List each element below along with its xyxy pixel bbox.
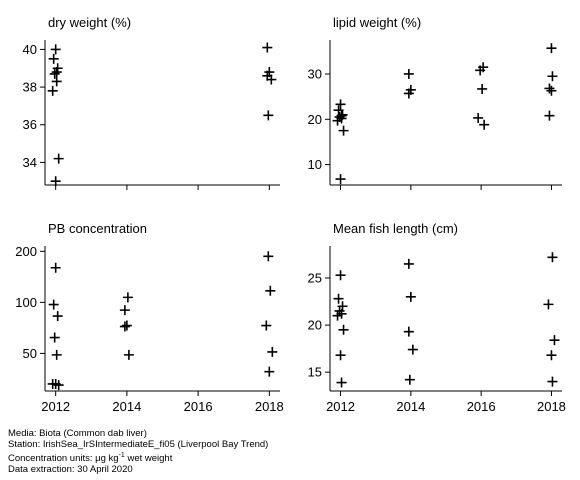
footer-media: Media: Biota (Common dab liver) <box>8 428 147 439</box>
data-point <box>335 99 346 110</box>
y-tick-label: 10 <box>308 157 322 172</box>
x-tick-label: 2014 <box>396 399 425 414</box>
x-tick-label: 2018 <box>255 399 284 414</box>
y-tick-label: 40 <box>23 42 37 57</box>
x-tick-label: 2016 <box>467 399 496 414</box>
panel-2: lipid weight (%) 10 20 30 <box>308 15 562 190</box>
chart-footer: Media: Biota (Common dab liver) Station:… <box>8 428 268 475</box>
y-tick-label: 100 <box>15 295 37 310</box>
y-tick-label: 38 <box>23 80 37 95</box>
y-tick-label: 200 <box>15 244 37 259</box>
data-point <box>547 376 558 387</box>
data-point <box>547 252 558 263</box>
data-point <box>49 332 60 343</box>
data-point <box>475 65 486 76</box>
data-point <box>266 74 277 85</box>
x-tick-label: 2012 <box>41 399 70 414</box>
y-tick-label: 15 <box>308 365 322 380</box>
footer-units: Concentration units: μg kg-1 wet weight <box>8 450 268 464</box>
data-point <box>333 293 344 304</box>
data-point <box>473 112 484 123</box>
data-point <box>405 291 416 302</box>
data-point <box>50 176 61 187</box>
panel-3: PB concentration 50 100 200 2012 2014 2016 2018 <box>15 221 283 414</box>
data-point <box>403 68 414 79</box>
y-tick-label: 30 <box>308 66 322 81</box>
y-tick-label: 50 <box>23 346 37 361</box>
y-tick-label: 36 <box>23 117 37 132</box>
data-point <box>51 349 62 360</box>
data-point <box>265 285 276 296</box>
data-point <box>123 349 134 360</box>
footer-station: Station: IrishSea_IrSIntermediateE_fi05 … <box>8 439 269 450</box>
data-point <box>407 344 418 355</box>
data-point <box>263 110 274 121</box>
footer-extraction: Data extraction: 30 April 2020 <box>8 464 133 476</box>
data-point <box>403 326 414 337</box>
data-point <box>335 350 346 361</box>
data-point <box>47 85 58 96</box>
data-point <box>122 292 133 303</box>
data-point <box>51 76 62 87</box>
data-point <box>336 110 347 121</box>
data-point <box>479 119 490 130</box>
footer-units-suffix: wet weight <box>124 453 173 465</box>
x-tick-label: 2016 <box>184 399 213 414</box>
data-point <box>546 43 557 54</box>
data-point <box>332 310 343 321</box>
data-point <box>544 110 555 121</box>
footer-units-prefix: Concentration units: μg kg <box>8 453 119 465</box>
data-point <box>546 85 557 96</box>
x-tick-label: 2012 <box>326 399 355 414</box>
data-point <box>338 324 349 335</box>
data-point <box>50 378 61 389</box>
data-point <box>543 299 554 310</box>
x-tick-label: 2014 <box>112 399 141 414</box>
y-tick-label: 20 <box>308 112 322 127</box>
y-tick-label: 20 <box>308 318 322 333</box>
data-point <box>264 366 275 377</box>
data-point <box>336 377 347 388</box>
data-point <box>546 350 557 361</box>
y-tick-label: 34 <box>23 155 37 170</box>
footer-units-exponent: -1 <box>118 452 125 459</box>
data-point <box>52 311 63 322</box>
data-point <box>403 88 414 99</box>
data-point <box>267 346 278 357</box>
data-point <box>48 53 59 64</box>
data-point <box>119 305 130 316</box>
chart-figure: dry weight (%) 34 36 38 40 lipid weight (%) 10… <box>15 15 566 414</box>
data-point <box>335 270 346 281</box>
data-point <box>338 125 349 136</box>
panel-title: PB concentration <box>48 221 147 236</box>
data-point <box>49 68 60 79</box>
panel-4: Mean fish length (cm) 15 20 25 2012 2014 2016 2… <box>308 221 566 414</box>
y-tick-label: 25 <box>308 271 322 286</box>
data-point <box>547 71 558 82</box>
data-point <box>119 321 130 332</box>
data-point <box>477 83 488 94</box>
panel-1: dry weight (%) 34 36 38 40 <box>23 15 280 190</box>
data-point <box>544 83 555 94</box>
data-point <box>549 335 560 346</box>
data-point <box>261 320 272 331</box>
data-point <box>335 174 346 185</box>
data-point <box>403 258 414 269</box>
data-point <box>262 42 273 53</box>
data-point <box>51 67 62 78</box>
panel-title: lipid weight (%) <box>333 15 421 30</box>
data-point <box>404 374 415 385</box>
data-point <box>48 299 59 310</box>
data-point <box>121 320 132 331</box>
data-point <box>50 262 61 273</box>
x-tick-label: 2018 <box>537 399 566 414</box>
panel-title: Mean fish length (cm) <box>333 221 458 236</box>
data-point <box>53 153 64 164</box>
panel-title: dry weight (%) <box>48 15 131 30</box>
data-point <box>50 44 61 55</box>
data-point <box>263 251 274 262</box>
